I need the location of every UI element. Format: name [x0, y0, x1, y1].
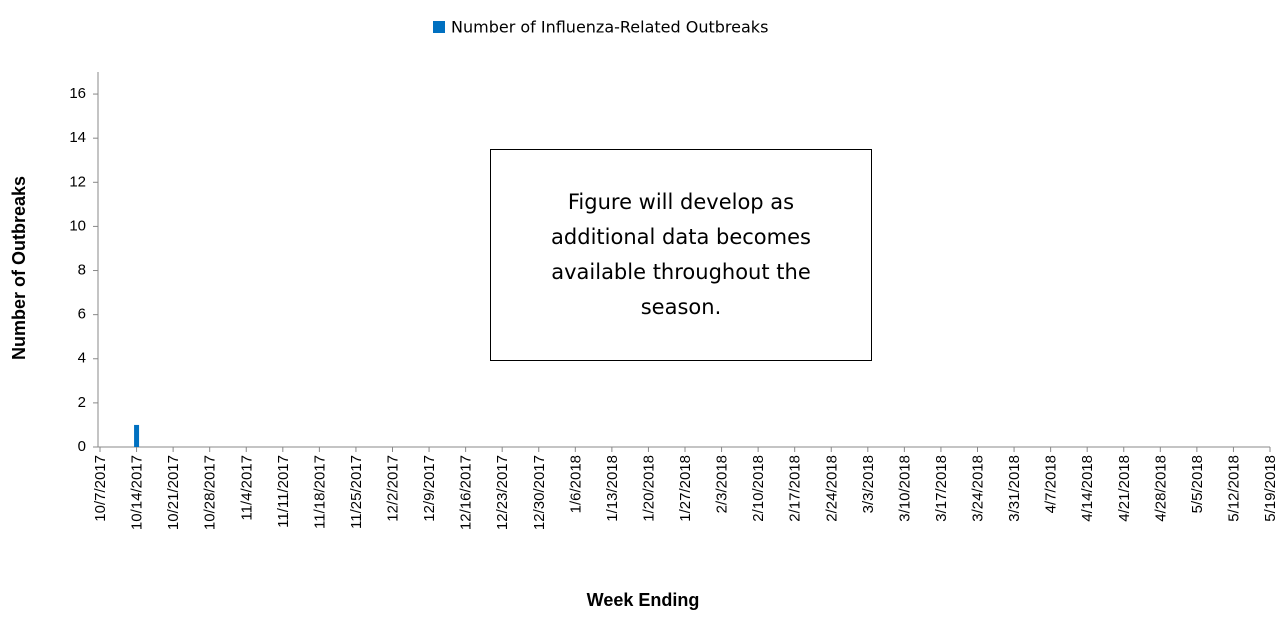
- x-tick-label: 12/2/2017: [385, 455, 402, 522]
- x-tick-label: 3/24/2018: [970, 455, 987, 522]
- x-tick-label: 12/16/2017: [458, 455, 475, 530]
- x-tick-label: 3/3/2018: [860, 455, 877, 513]
- x-tick-label: 11/18/2017: [311, 455, 328, 529]
- y-tick-label: 16: [69, 85, 86, 102]
- x-tick-label: 10/28/2017: [202, 455, 219, 530]
- x-tick-label: 11/4/2017: [238, 455, 255, 521]
- y-tick-label: 6: [78, 306, 86, 323]
- legend-swatch: [433, 21, 445, 33]
- x-tick-label: 1/27/2018: [677, 455, 694, 522]
- x-tick-label: 5/12/2018: [1225, 455, 1242, 522]
- x-tick-label: 1/20/2018: [640, 455, 657, 522]
- x-tick-label: 3/10/2018: [896, 455, 913, 522]
- y-tick-label: 4: [78, 350, 86, 367]
- y-tick-label: 0: [78, 438, 86, 455]
- y-axis-title: Number of Outbreaks: [9, 176, 29, 360]
- x-tick-label: 12/23/2017: [494, 455, 511, 530]
- y-tick-label: 8: [78, 261, 86, 278]
- x-tick-label: 1/13/2018: [604, 455, 621, 522]
- x-tick-label: 4/7/2018: [1043, 455, 1060, 513]
- legend-label: Number of Influenza-Related Outbreaks: [451, 18, 768, 37]
- annotation: Figure will develop as additional data b…: [490, 149, 872, 361]
- y-tick-label: 14: [69, 129, 86, 146]
- x-tick-label: 10/21/2017: [165, 455, 182, 530]
- x-tick-label: 4/21/2018: [1116, 455, 1133, 522]
- y-tick-label: 12: [69, 173, 86, 190]
- x-tick-label: 11/25/2017: [348, 455, 365, 529]
- bar: [134, 424, 140, 447]
- x-tick-label: 5/5/2018: [1189, 455, 1206, 513]
- x-tick-label: 10/7/2017: [92, 455, 109, 522]
- x-tick-label: 5/19/2018: [1262, 455, 1279, 522]
- x-tick-label: 2/17/2018: [787, 455, 804, 522]
- x-tick-label: 4/28/2018: [1152, 455, 1169, 522]
- x-axis-title: Week Ending: [587, 590, 700, 610]
- x-tick-label: 2/10/2018: [750, 455, 767, 522]
- x-tick-label: 12/9/2017: [421, 455, 438, 522]
- x-tick-label: 3/17/2018: [933, 455, 950, 522]
- x-tick-label: 1/6/2018: [567, 455, 584, 513]
- x-tick-label: 10/14/2017: [129, 455, 146, 530]
- x-tick-label: 11/11/2017: [275, 455, 292, 528]
- x-tick-label: 4/14/2018: [1079, 455, 1096, 522]
- y-tick-label: 2: [78, 394, 86, 411]
- y-tick-label: 10: [69, 217, 86, 234]
- x-tick-label: 3/31/2018: [1006, 455, 1023, 522]
- x-tick-label: 2/24/2018: [823, 455, 840, 522]
- x-tick-label: 12/30/2017: [531, 455, 548, 530]
- x-tick-label: 2/3/2018: [714, 455, 731, 513]
